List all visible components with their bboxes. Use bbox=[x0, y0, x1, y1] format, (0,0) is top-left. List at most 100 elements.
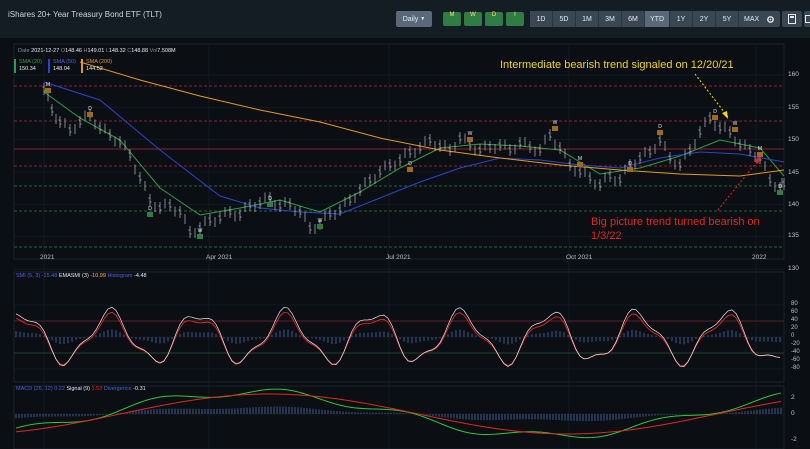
close-label: C bbox=[127, 48, 132, 54]
price-label-145: 145 bbox=[788, 169, 799, 176]
smi-panel bbox=[13, 271, 785, 383]
sma200-name: SMA (200) bbox=[86, 59, 112, 65]
annotation-big-picture-line1: Big picture trend turned bearish on bbox=[591, 216, 760, 228]
period-ytd[interactable]: YTD bbox=[645, 11, 670, 27]
smi-header: SMI (5, 3) -15.48 EMASMI (3) -10.99 Hist… bbox=[16, 273, 147, 279]
annotation-intermediate-trend: Intermediate bearish trend signaled on 1… bbox=[500, 59, 734, 71]
pattern-signal-marker: M bbox=[46, 82, 50, 88]
price-label-130: 130 bbox=[788, 265, 799, 272]
vol-value: 7.508M bbox=[157, 48, 176, 54]
pattern-signal-marker: D bbox=[408, 161, 412, 167]
date-label: Date bbox=[18, 48, 30, 54]
macd-label: MACD (26, 12) bbox=[16, 386, 53, 392]
smi-axis-m20: -20 bbox=[791, 341, 800, 347]
x-label-jul: Jul 2021 bbox=[386, 254, 411, 261]
price-panel bbox=[13, 43, 785, 260]
period-5y[interactable]: 5Y bbox=[716, 11, 739, 27]
smi-line bbox=[15, 306, 781, 367]
low-label: L bbox=[105, 48, 109, 54]
period-1y[interactable]: 1Y bbox=[670, 11, 693, 27]
close-value: 148.88 bbox=[131, 48, 149, 54]
caret-down-icon: ▼ bbox=[420, 16, 426, 22]
yellow-arrow-head bbox=[722, 111, 728, 119]
pattern-signal-box bbox=[467, 137, 473, 142]
macd-line bbox=[15, 388, 782, 439]
open-value: 148.46 bbox=[65, 48, 82, 54]
chart-title: iShares 20+ Year Treasury Bond ETF (TLT) bbox=[8, 10, 162, 19]
annotation-big-picture-line2: 1/3/22 bbox=[591, 230, 622, 242]
daily-pattern-button[interactable]: D bbox=[485, 12, 503, 26]
period-5d[interactable]: 5D bbox=[553, 11, 576, 27]
sma20-value: 150.34 bbox=[19, 66, 36, 72]
pattern-signal-box bbox=[657, 130, 663, 135]
interval-dropdown[interactable]: Daily ▼ bbox=[396, 11, 432, 27]
macd-axis-m2: -2 bbox=[791, 436, 797, 443]
smi-value: -15.48 bbox=[41, 273, 58, 279]
gear-icon bbox=[766, 15, 774, 23]
period-1d[interactable]: 1D bbox=[530, 11, 553, 27]
interval-label: Daily bbox=[402, 15, 419, 23]
legend-sma-200: SMA (200) 144.52 bbox=[81, 59, 112, 73]
pattern-signal-marker: D bbox=[268, 196, 272, 202]
macd-axis-0: 0 bbox=[791, 410, 795, 417]
x-label-2021: 2021 bbox=[40, 254, 55, 261]
high-label: H bbox=[83, 48, 88, 54]
signal-label: Signal (9) bbox=[66, 386, 91, 392]
settings-button[interactable] bbox=[760, 11, 780, 27]
calculator-button[interactable] bbox=[782, 11, 802, 27]
pattern-signal-box bbox=[147, 212, 153, 217]
sma-20-line bbox=[43, 91, 785, 216]
smi-label: SMI (5, 3) bbox=[16, 273, 41, 279]
macd-panel bbox=[13, 385, 785, 449]
expand-icon bbox=[805, 15, 810, 23]
pattern-signal-box bbox=[777, 190, 783, 195]
smi-axis-m60: -60 bbox=[791, 357, 800, 363]
pattern-signal-marker: W bbox=[198, 228, 203, 234]
pattern-signal-marker: D bbox=[148, 206, 152, 212]
price-label-155: 155 bbox=[788, 104, 799, 111]
pattern-signal-marker: W bbox=[468, 131, 473, 137]
toolbar: iShares 20+ Year Treasury Bond ETF (TLT)… bbox=[0, 0, 810, 38]
weekly-pattern-button[interactable]: W bbox=[464, 12, 482, 26]
pattern-signal-box bbox=[757, 152, 763, 157]
legend-sma-50: SMA (50) 148.04 bbox=[48, 59, 76, 73]
divergence-value: -0.31 bbox=[133, 386, 146, 392]
sma200-value: 144.52 bbox=[86, 66, 103, 72]
d-icon: D bbox=[491, 12, 497, 18]
smi-axis-80: 80 bbox=[791, 301, 798, 307]
x-label-oct: Oct 2021 bbox=[566, 254, 593, 261]
emasmi-label: EMASMI (3) bbox=[58, 273, 89, 279]
pattern-signal-marker: D bbox=[628, 161, 632, 167]
intraday-pattern-button[interactable]: I bbox=[506, 12, 524, 26]
period-1m[interactable]: 1M bbox=[576, 11, 599, 27]
chart-area[interactable]: M D D W D W D W W M D D D W M D bbox=[0, 38, 810, 449]
period-2y[interactable]: 2Y bbox=[693, 11, 716, 27]
monthly-pattern-button[interactable]: M bbox=[443, 12, 461, 26]
high-value: 149.01 bbox=[87, 48, 105, 54]
m-icon: M bbox=[449, 12, 455, 18]
smi-axis-m80: -80 bbox=[791, 365, 800, 371]
macd-value: 0.22 bbox=[54, 386, 65, 392]
macd-axis-2: 2 bbox=[791, 394, 795, 401]
sma50-value: 148.04 bbox=[53, 66, 70, 72]
period-3m[interactable]: 3M bbox=[599, 11, 622, 27]
smi-axis-60: 60 bbox=[791, 309, 798, 315]
vol-label: Vol bbox=[149, 48, 158, 54]
quote-readout: Date 2021-12-27 O148.46 H149.01 L148.32 … bbox=[18, 48, 176, 54]
pattern-signal-box bbox=[732, 127, 738, 132]
period-6m[interactable]: 6M bbox=[622, 11, 645, 27]
pattern-signal-box bbox=[577, 162, 583, 167]
smi-axis-m40: -40 bbox=[791, 349, 800, 355]
pattern-signal-marker: M bbox=[758, 146, 762, 152]
divergence-label: Divergence bbox=[103, 386, 132, 392]
expand-button[interactable] bbox=[804, 11, 810, 27]
pattern-signal-box bbox=[552, 126, 558, 131]
pattern-signal-marker: D bbox=[658, 124, 662, 130]
price-label-140: 140 bbox=[788, 201, 799, 208]
signal-value: 1.53 bbox=[91, 386, 103, 392]
emasmi-value: -10.99 bbox=[90, 273, 106, 279]
pattern-signal-box bbox=[712, 115, 718, 120]
macd-header: MACD (26, 12) 0.22 Signal (9) 1.53 Diver… bbox=[16, 386, 146, 392]
pattern-signal-marker: D bbox=[88, 106, 92, 112]
sma50-name: SMA (50) bbox=[53, 59, 76, 65]
